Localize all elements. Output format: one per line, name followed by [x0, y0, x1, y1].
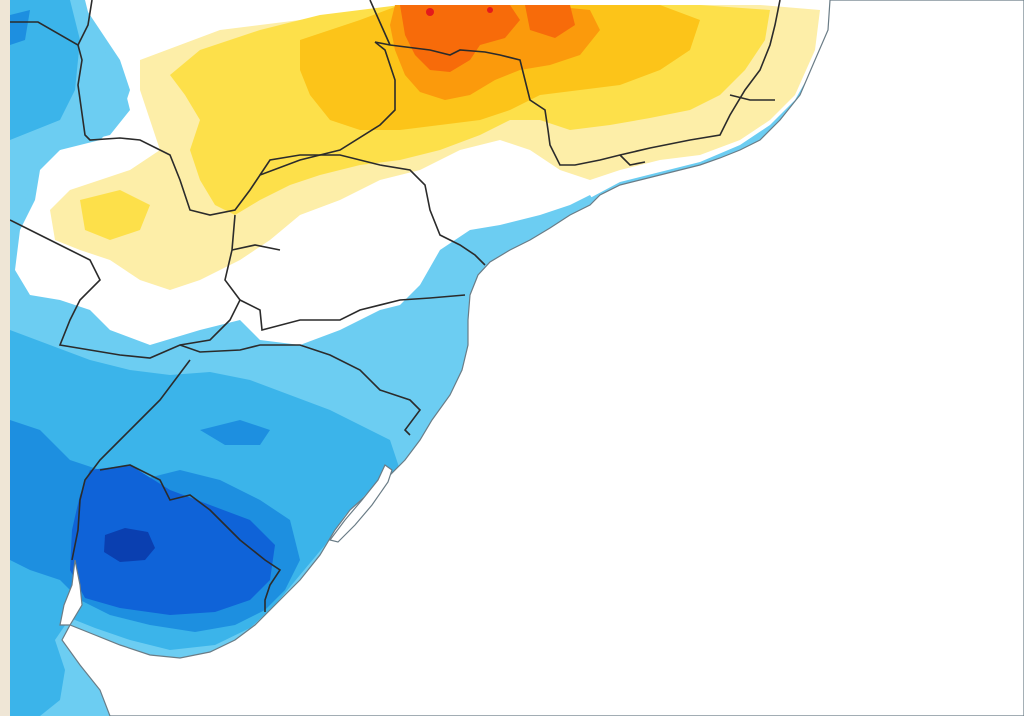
- warm-anomaly-region: [15, 0, 830, 345]
- cool-anomaly-region: [10, 0, 600, 716]
- state-borders: [10, 0, 781, 612]
- ocean: [59, 0, 1024, 716]
- temperature-anomaly-map: [10, 0, 1024, 716]
